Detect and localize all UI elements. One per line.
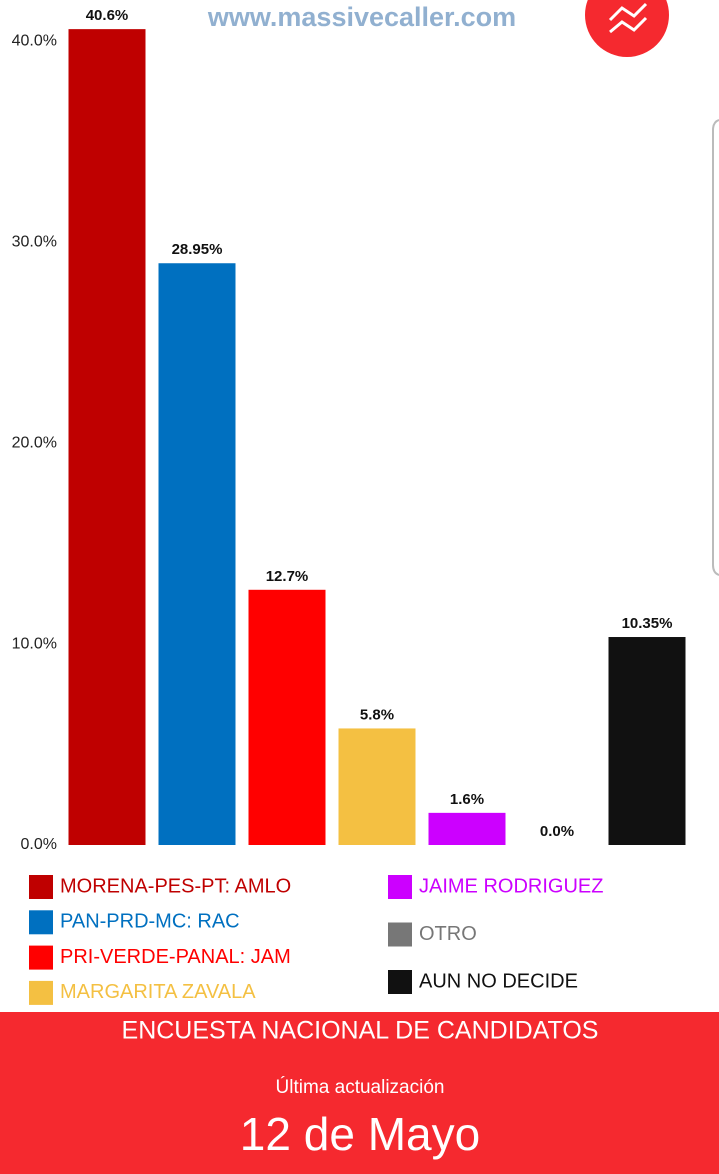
y-tick-label: 20.0% <box>12 434 57 451</box>
legend-label: PRI-VERDE-PANAL: JAM <box>60 946 291 968</box>
y-tick-label: 40.0% <box>12 32 57 49</box>
legend-swatch <box>29 910 53 935</box>
value-label: 28.95% <box>172 241 223 258</box>
legend-swatch <box>29 875 53 899</box>
value-label: 40.6% <box>86 7 129 24</box>
bar <box>338 728 416 845</box>
legend-label: MORENA-PES-PT: AMLO <box>60 875 291 897</box>
update-label: Última actualización <box>276 1076 445 1098</box>
update-date: 12 de Mayo <box>240 1108 480 1160</box>
bar <box>608 637 686 845</box>
legend-label: OTRO <box>419 923 477 945</box>
legend-swatch <box>388 922 412 947</box>
footer-band <box>0 1012 719 1174</box>
legend-label: AUN NO DECIDE <box>419 970 578 992</box>
legend-label: JAIME RODRIGUEZ <box>419 875 603 897</box>
watermark: www.massivecaller.com <box>207 2 516 32</box>
legend-label: MARGARITA ZAVALA <box>60 981 256 1003</box>
bar <box>428 812 506 845</box>
bar <box>158 263 236 845</box>
app-icon[interactable] <box>585 0 669 57</box>
legend-swatch <box>29 980 53 1005</box>
value-label: 0.0% <box>540 823 574 840</box>
legend-swatch <box>29 945 53 970</box>
value-label: 10.35% <box>622 615 673 632</box>
legend-label: PAN-PRD-MC: RAC <box>60 911 240 933</box>
scrollbar <box>712 119 719 576</box>
icon-line <box>609 16 648 34</box>
value-label: 5.8% <box>360 706 394 723</box>
legend-swatch <box>388 970 412 994</box>
y-tick-label: 10.0% <box>12 635 57 652</box>
footer-title: ENCUESTA NACIONAL DE CANDIDATOS <box>122 1017 599 1045</box>
bar <box>248 589 326 845</box>
value-label: 1.6% <box>450 791 484 808</box>
legend-swatch <box>388 875 412 899</box>
icon-circle[interactable] <box>585 0 669 57</box>
y-tick-label: 0.0% <box>21 836 57 853</box>
bar <box>68 29 146 845</box>
value-label: 12.7% <box>266 568 309 585</box>
icon-line <box>608 2 648 22</box>
y-tick-label: 30.0% <box>12 233 57 250</box>
